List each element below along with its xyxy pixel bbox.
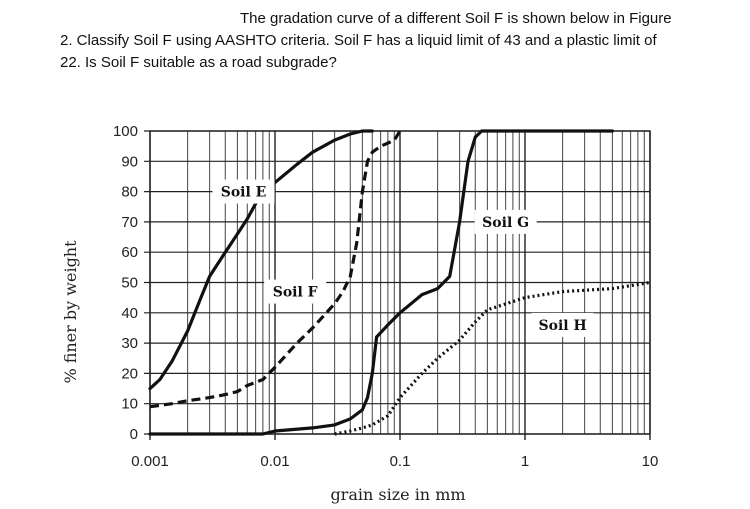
y-tick-labels: 0 10 20 30 40 50 60 70 80 90 100 <box>113 123 138 443</box>
y-tick-label: 20 <box>121 365 138 382</box>
label-background <box>212 179 275 204</box>
question-text: The gradation curve of a different Soil … <box>60 8 740 74</box>
x-tick-label: 0.1 <box>390 453 411 470</box>
plot-border <box>149 130 651 435</box>
y-tick-label: 50 <box>121 275 138 292</box>
major-grid <box>144 130 651 440</box>
curve-soil-h <box>334 280 651 436</box>
y-tick-label: 90 <box>121 153 138 170</box>
label-background <box>474 209 537 234</box>
curve-soil-f <box>149 130 402 409</box>
y-axis-label: % finer by weight <box>61 240 80 384</box>
y-tick-label: 70 <box>121 214 138 231</box>
curve-labels: Soil E Soil F Soil G Soil H <box>212 179 594 337</box>
x-tick-label: 10 <box>642 453 659 470</box>
curve-soil-e <box>148 129 374 391</box>
label-soil-e: Soil E <box>221 185 267 201</box>
y-tick-label: 100 <box>113 123 138 140</box>
x-tick-label: 0.001 <box>131 453 169 470</box>
y-tick-label: 0 <box>130 426 138 443</box>
x-axis-label: grain size in mm <box>330 485 465 504</box>
x-tick-label: 0.01 <box>260 453 289 470</box>
label-background <box>264 279 327 304</box>
y-tick-label: 30 <box>121 335 138 352</box>
y-tick-label: 10 <box>121 396 138 413</box>
question-line-3: 22. Is Soil F suitable as a road subgrad… <box>60 54 337 71</box>
label-soil-g: Soil G <box>482 215 529 231</box>
y-tick-label: 40 <box>121 305 138 322</box>
question-line-2: 2. Classify Soil F using AASHTO criteria… <box>60 32 657 49</box>
y-tick-label: 60 <box>121 244 138 261</box>
label-soil-f: Soil F <box>273 285 318 301</box>
plot-frame <box>149 130 651 435</box>
x-tick-label: 1 <box>521 453 529 470</box>
curve-soil-g <box>148 129 614 436</box>
label-background <box>531 312 594 337</box>
label-soil-h: Soil H <box>539 318 587 334</box>
y-tick-label: 80 <box>121 184 138 201</box>
gradation-curves <box>148 129 651 436</box>
x-tick-labels: 0.001 0.01 0.1 1 10 <box>131 453 658 470</box>
question-line-1: The gradation curve of a different Soil … <box>240 10 672 27</box>
